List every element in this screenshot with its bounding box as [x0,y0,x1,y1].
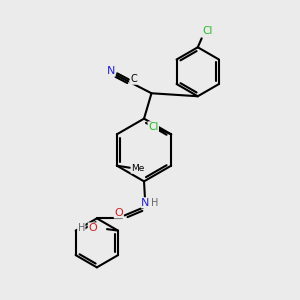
Text: Cl: Cl [148,122,158,132]
Text: N: N [141,198,150,208]
Text: Cl: Cl [202,26,213,36]
Text: O: O [88,223,97,233]
Text: H: H [152,198,159,208]
Text: H: H [78,223,85,233]
Text: O: O [114,208,123,218]
Text: Me: Me [131,164,145,173]
Text: N: N [107,66,115,76]
Text: C: C [130,74,137,84]
